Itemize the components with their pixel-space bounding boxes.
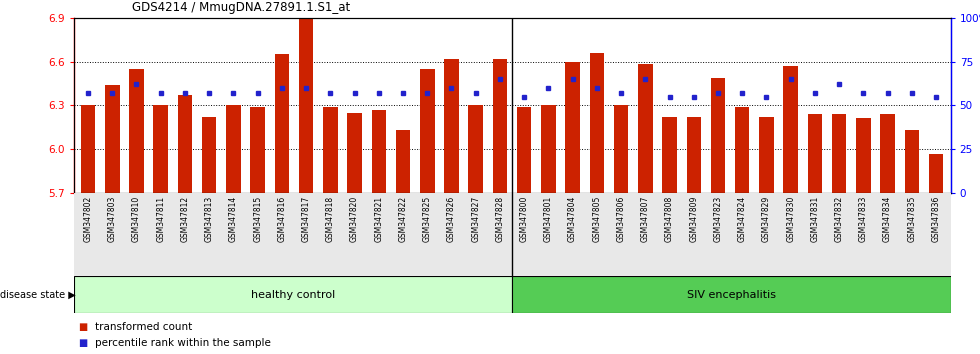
Bar (177, 95, 192, 193)
Text: GSM347802: GSM347802 (83, 195, 92, 242)
Bar (202, 117, 217, 193)
Text: GSM347836: GSM347836 (932, 195, 941, 242)
Bar (323, 107, 337, 193)
Text: GSM347825: GSM347825 (422, 195, 432, 242)
Bar (565, 62, 580, 193)
Text: GSM347813: GSM347813 (205, 195, 214, 242)
Text: GSM347812: GSM347812 (180, 195, 189, 241)
Text: healthy control: healthy control (251, 290, 335, 300)
Bar (468, 105, 483, 193)
Text: GSM347832: GSM347832 (835, 195, 844, 242)
Text: GSM347816: GSM347816 (277, 195, 286, 242)
Bar (735, 107, 750, 193)
Bar (516, 107, 531, 193)
Text: ■: ■ (78, 322, 87, 332)
Bar (541, 105, 556, 193)
Text: percentile rank within the sample: percentile rank within the sample (95, 338, 270, 348)
Bar (710, 78, 725, 193)
Bar (760, 117, 774, 193)
Bar (512, 276, 951, 313)
Text: GSM347830: GSM347830 (786, 195, 795, 242)
Text: GSM347823: GSM347823 (713, 195, 722, 242)
Bar (929, 154, 944, 193)
Text: GSM347805: GSM347805 (592, 195, 602, 242)
Bar (808, 114, 822, 193)
Bar (371, 110, 386, 193)
Bar (396, 130, 411, 193)
Text: GSM347801: GSM347801 (544, 195, 553, 242)
Bar (832, 114, 847, 193)
Bar (250, 107, 265, 193)
Bar (638, 64, 653, 193)
Text: GSM347811: GSM347811 (156, 195, 166, 241)
Bar (444, 58, 459, 193)
Text: GSM347815: GSM347815 (253, 195, 262, 242)
Text: GSM347835: GSM347835 (907, 195, 916, 242)
Text: GSM347821: GSM347821 (374, 195, 383, 241)
Bar (662, 117, 677, 193)
Text: transformed count: transformed count (95, 322, 192, 332)
Bar (299, 18, 314, 193)
Bar (154, 105, 168, 193)
Text: GSM347831: GSM347831 (810, 195, 819, 242)
Bar (420, 69, 434, 193)
Text: GSM347822: GSM347822 (399, 195, 408, 241)
Text: GSM347807: GSM347807 (641, 195, 650, 242)
Text: GSM347826: GSM347826 (447, 195, 456, 242)
Text: GSM347817: GSM347817 (302, 195, 311, 242)
Text: GSM347824: GSM347824 (738, 195, 747, 242)
Bar (613, 105, 628, 193)
Text: GSM347800: GSM347800 (519, 195, 528, 242)
Bar (105, 85, 120, 193)
Text: disease state ▶: disease state ▶ (0, 290, 75, 300)
Text: GSM347833: GSM347833 (858, 195, 868, 242)
Text: GSM347810: GSM347810 (132, 195, 141, 242)
Bar (590, 53, 604, 193)
Text: GDS4214 / MmugDNA.27891.1.S1_at: GDS4214 / MmugDNA.27891.1.S1_at (132, 1, 351, 14)
Bar (880, 114, 895, 193)
Bar (493, 58, 508, 193)
Text: SIV encephalitis: SIV encephalitis (687, 290, 776, 300)
Text: ■: ■ (78, 338, 87, 348)
Bar (74, 276, 512, 313)
Text: GSM347814: GSM347814 (229, 195, 238, 242)
Text: GSM347828: GSM347828 (496, 195, 505, 241)
Bar (129, 69, 144, 193)
Bar (905, 130, 919, 193)
Text: GSM347809: GSM347809 (689, 195, 699, 242)
Text: GSM347818: GSM347818 (325, 195, 335, 241)
Bar (274, 54, 289, 193)
Text: GSM347806: GSM347806 (616, 195, 625, 242)
Bar (783, 66, 798, 193)
Bar (687, 117, 701, 193)
Text: GSM347804: GSM347804 (568, 195, 577, 242)
Bar (347, 113, 362, 193)
Text: GSM347834: GSM347834 (883, 195, 892, 242)
Bar (80, 105, 95, 193)
Bar (857, 119, 870, 193)
Text: GSM347803: GSM347803 (108, 195, 117, 242)
Bar (226, 105, 241, 193)
Text: GSM347829: GSM347829 (762, 195, 771, 242)
Text: GSM347808: GSM347808 (665, 195, 674, 242)
Text: GSM347827: GSM347827 (471, 195, 480, 242)
Text: GSM347820: GSM347820 (350, 195, 359, 242)
